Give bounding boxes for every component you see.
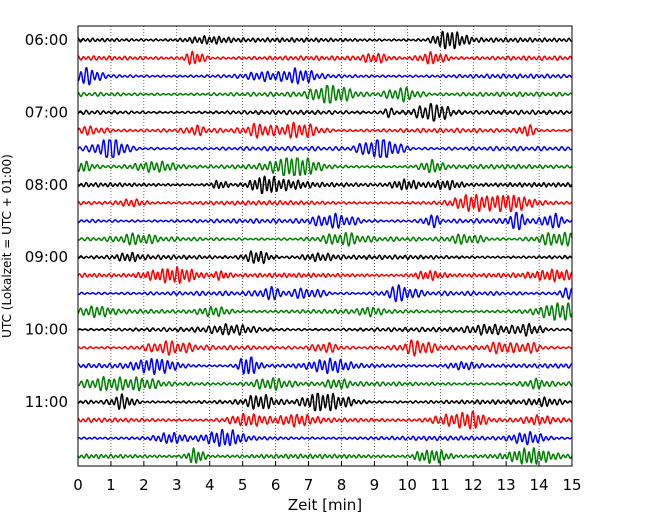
y-tick-label: 09:00 bbox=[25, 248, 68, 266]
y-axis-title: UTC (Lokalzeit = UTC + 01:00) bbox=[0, 154, 14, 338]
trace-1115 bbox=[77, 410, 573, 430]
trace-0745 bbox=[77, 157, 573, 176]
x-tick-label: 11 bbox=[431, 476, 450, 494]
x-tick-label: 4 bbox=[205, 476, 215, 494]
trace-0630 bbox=[77, 66, 573, 86]
x-tick-label: 15 bbox=[562, 476, 581, 494]
y-tick-label: 11:00 bbox=[25, 393, 68, 411]
trace-0730 bbox=[77, 139, 573, 158]
x-tick-label: 6 bbox=[271, 476, 281, 494]
x-tick-label: 2 bbox=[139, 476, 149, 494]
trace-0945 bbox=[77, 302, 573, 321]
trace-0830 bbox=[77, 211, 573, 231]
x-tick-label: 8 bbox=[337, 476, 347, 494]
plot-frame bbox=[77, 25, 573, 467]
trace-0645 bbox=[77, 85, 573, 104]
trace-1030 bbox=[77, 356, 573, 376]
x-axis-title: Zeit [min] bbox=[288, 496, 362, 514]
x-tick-label: 1 bbox=[106, 476, 116, 494]
trace-1130 bbox=[77, 428, 573, 448]
y-tick-label: 08:00 bbox=[25, 176, 68, 194]
trace-0615 bbox=[77, 50, 573, 66]
y-axis-ticks: 06:00 07:00 08:00 09:00 10:00 11:00 bbox=[25, 31, 83, 411]
x-tick-label: 13 bbox=[497, 476, 516, 494]
trace-0700 bbox=[77, 103, 573, 122]
x-tick-label: 12 bbox=[464, 476, 483, 494]
trace-lines bbox=[77, 30, 573, 465]
x-tick-label: 14 bbox=[530, 476, 549, 494]
y-tick-label: 07:00 bbox=[25, 103, 68, 121]
trace-1100 bbox=[77, 392, 573, 412]
x-tick-label: 5 bbox=[238, 476, 248, 494]
trace-1145 bbox=[77, 447, 573, 465]
x-tick-label: 10 bbox=[398, 476, 417, 494]
trace-0930 bbox=[77, 284, 573, 303]
trace-0915 bbox=[77, 266, 573, 285]
trace-0600 bbox=[77, 30, 573, 50]
trace-0845 bbox=[77, 231, 573, 247]
y-tick-label: 06:00 bbox=[25, 31, 68, 49]
trace-0900 bbox=[77, 250, 573, 265]
trace-0715 bbox=[77, 121, 573, 139]
x-tick-label: 7 bbox=[304, 476, 314, 494]
y-tick-label: 10:00 bbox=[25, 321, 68, 339]
trace-1000 bbox=[77, 322, 573, 337]
trace-0815 bbox=[77, 194, 573, 213]
trace-1045 bbox=[77, 375, 573, 392]
x-axis-ticks: 0 1 2 3 4 5 6 7 8 9 10 11 12 13 14 15 bbox=[73, 461, 582, 494]
x-tick-label: 9 bbox=[370, 476, 380, 494]
trace-1015 bbox=[77, 339, 573, 357]
x-tick-label: 0 bbox=[73, 476, 83, 494]
x-tick-label: 3 bbox=[172, 476, 182, 494]
trace-0800 bbox=[77, 175, 573, 195]
